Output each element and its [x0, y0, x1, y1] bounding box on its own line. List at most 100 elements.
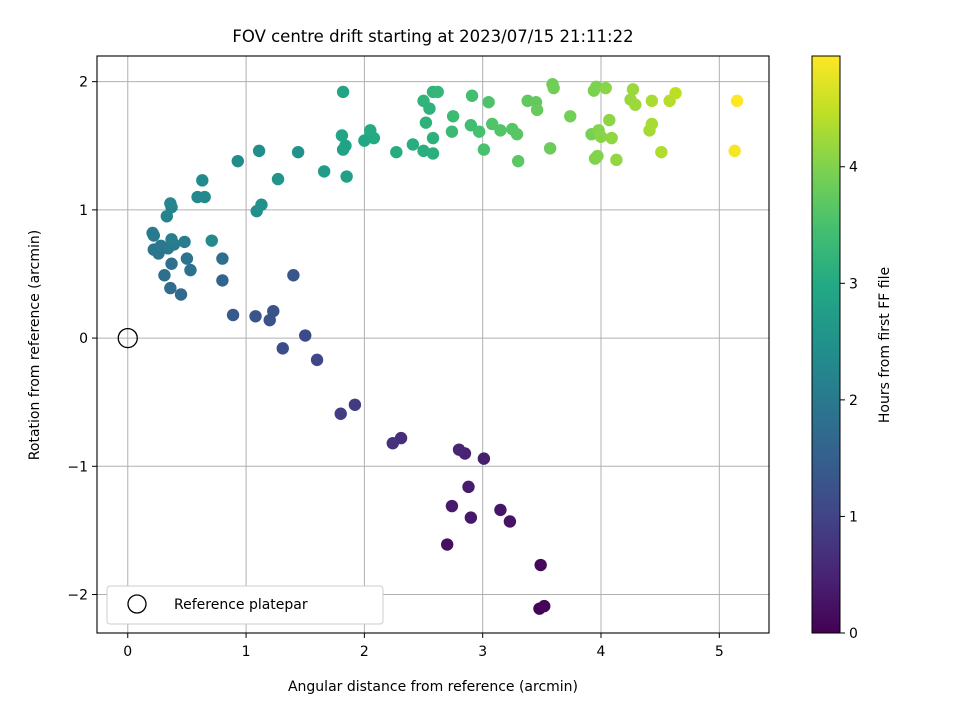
scatter-point: [610, 153, 623, 167]
scatter-point: [419, 116, 433, 129]
scatter-point: [431, 85, 444, 99]
x-axis-ticks: 0 1 2 3 4 5: [123, 633, 724, 660]
legend-marker: [127, 594, 147, 614]
scatter-point: [158, 269, 171, 282]
scatter-point: [465, 89, 479, 102]
scatter-point: [594, 130, 608, 143]
scatter-point: [645, 117, 659, 131]
scatter-point: [180, 252, 194, 265]
reference-platepar-marker: [117, 327, 138, 349]
colorbar-gradient: [811, 55, 841, 634]
scatter-point: [452, 443, 466, 456]
scatter-point: [462, 480, 475, 494]
scatter-point: [299, 329, 312, 342]
scatter-point: [165, 233, 178, 246]
y-tick-label: −2: [67, 588, 88, 604]
scatter-point: [348, 398, 362, 411]
colorbar: 0 1 2 3 4 Hours from first FF file: [811, 55, 893, 642]
scatter-point: [310, 353, 324, 367]
scatter-point: [446, 110, 460, 123]
scatter-point: [334, 407, 347, 420]
scatter-point: [445, 125, 459, 138]
x-tick-label: 0: [123, 644, 132, 660]
scatter-point: [406, 138, 420, 151]
scatter-point: [605, 131, 618, 145]
legend-entry: Reference platepar: [174, 597, 308, 613]
colorbar-ticks: 0 1 2 3 4: [840, 160, 858, 642]
scatter-point: [205, 234, 218, 247]
scatter-point: [386, 437, 399, 450]
scatter-point: [317, 165, 331, 178]
scatter-point: [271, 172, 285, 186]
scatter-point: [645, 94, 659, 108]
scatter-point: [417, 94, 430, 108]
legend: Reference platepar: [106, 585, 384, 625]
scatter-point: [494, 124, 507, 137]
scatter-point: [477, 143, 491, 156]
scatter-point: [146, 226, 159, 240]
scatter-point: [534, 558, 547, 572]
scatter-point: [599, 81, 612, 95]
scatter-point: [336, 85, 350, 99]
scatter-point: [216, 252, 229, 265]
scatter-point: [440, 538, 454, 551]
scatter-point: [255, 198, 268, 211]
colorbar-tick-label: 0: [849, 626, 858, 642]
scatter-point: [538, 599, 551, 613]
scatter-point: [472, 125, 486, 138]
colorbar-label: Hours from first FF file: [877, 267, 893, 423]
scatter-point: [164, 197, 177, 210]
scatter-point: [530, 103, 544, 117]
scatter-point: [669, 86, 682, 100]
x-tick-label: 4: [597, 644, 606, 660]
scatter-point: [226, 308, 240, 322]
scatter-point: [178, 235, 191, 249]
scatter-point: [629, 98, 642, 111]
scatter-point: [564, 110, 577, 123]
scatter-point: [174, 288, 188, 301]
scatter-point: [445, 499, 459, 513]
scatter-point: [291, 145, 305, 159]
scatter-point: [503, 515, 517, 528]
y-tick-label: 0: [79, 331, 88, 347]
scatter-point: [339, 139, 352, 152]
x-tick-label: 5: [715, 644, 724, 660]
scatter-point: [249, 310, 262, 323]
scatter-point: [477, 452, 491, 465]
scatter-point: [547, 81, 560, 95]
y-axis-label: Rotation from reference (arcmin): [27, 230, 43, 460]
scatter-point: [340, 170, 353, 183]
chart-title: FOV centre drift starting at 2023/07/15 …: [232, 27, 633, 46]
scatter-point: [603, 113, 616, 127]
scatter-point: [267, 304, 280, 318]
scatter-point: [655, 145, 668, 159]
x-tick-label: 2: [360, 644, 369, 660]
scatter-point: [390, 145, 403, 159]
scatter-point: [591, 149, 604, 163]
scatter-point: [510, 128, 524, 141]
colorbar-tick-label: 4: [849, 160, 858, 176]
x-tick-label: 1: [242, 644, 251, 660]
scatter-point: [287, 269, 300, 282]
legend-box: [106, 585, 384, 625]
scatter-point: [252, 144, 266, 158]
scatter-point: [216, 274, 229, 287]
y-tick-label: −1: [67, 459, 88, 475]
colorbar-tick-label: 1: [849, 509, 858, 525]
scatter-point: [198, 190, 211, 204]
scatter-point: [164, 281, 177, 295]
x-tick-label: 3: [478, 644, 487, 660]
scatter-point: [511, 154, 525, 168]
scatter-point: [184, 263, 197, 277]
scatter-point: [335, 129, 349, 142]
scatter-point: [165, 257, 178, 270]
scatter-point: [276, 342, 289, 355]
scatter-point: [231, 154, 244, 168]
scatter-point: [626, 83, 640, 96]
data-points: [146, 78, 744, 615]
scatter-point: [482, 95, 495, 109]
scatter-point: [728, 144, 741, 158]
colorbar-tick-label: 3: [849, 276, 858, 292]
